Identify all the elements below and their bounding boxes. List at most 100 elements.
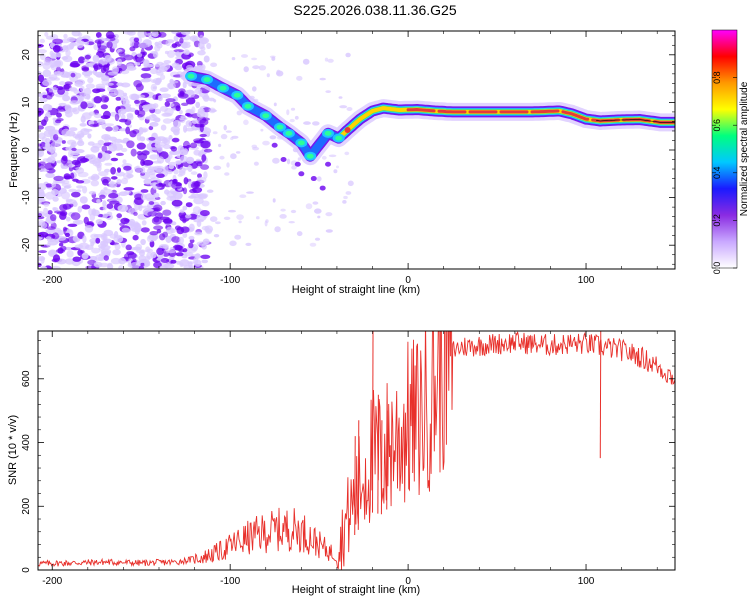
noise-blob [197, 108, 205, 114]
noise-blob [202, 94, 210, 102]
track-spot-core [262, 113, 270, 119]
noise-blob [213, 234, 220, 238]
noise-blob [76, 41, 84, 49]
noise-blob [116, 179, 122, 185]
noise-blob [165, 98, 176, 103]
noise-blob [139, 136, 146, 142]
noise-blob [118, 265, 124, 269]
noise-blob [230, 137, 234, 141]
noise-blob [58, 242, 64, 247]
spectrogram-ytick-label: -20 [21, 238, 32, 253]
noise-blob [84, 225, 94, 233]
spectrogram-ytick-label: 0 [21, 147, 32, 153]
noise-blob [38, 74, 45, 83]
noise-blob [84, 54, 91, 60]
noise-blob [96, 88, 106, 92]
noise-blob [185, 97, 196, 105]
noise-blob [44, 162, 55, 171]
noise-blob [150, 68, 158, 75]
noise-blob [101, 152, 111, 161]
noise-blob [156, 136, 167, 142]
noise-blob [175, 105, 181, 112]
noise-blob [38, 147, 43, 155]
noise-blob [112, 125, 119, 132]
noise-blob [94, 71, 106, 78]
noise-blob [69, 203, 74, 208]
noise-blob [60, 156, 68, 165]
noise-blob [175, 191, 183, 200]
noise-blob [101, 145, 108, 153]
noise-blob [137, 109, 146, 118]
noise-blob [312, 201, 319, 205]
noise-blob [53, 210, 63, 214]
noise-blob [286, 158, 291, 165]
noise-blob [202, 117, 210, 121]
noise-blob [113, 231, 119, 238]
noise-blob [310, 176, 317, 182]
noise-blob [186, 156, 195, 164]
noise-blob [71, 147, 77, 152]
noise-blob [106, 203, 114, 209]
noise-blob [189, 142, 198, 149]
noise-blob [68, 166, 74, 172]
noise-blob [76, 189, 82, 193]
noise-blob [55, 119, 62, 124]
noise-blob [252, 86, 257, 92]
noise-blob [57, 229, 64, 236]
noise-blob [199, 34, 204, 43]
noise-blob [325, 90, 332, 93]
noise-blob [65, 216, 71, 222]
spectrogram-noise [38, 31, 354, 269]
noise-blob [200, 164, 210, 170]
noise-blob [142, 159, 154, 166]
noise-blob [89, 160, 98, 165]
noise-blob [228, 209, 236, 213]
noise-blob [171, 137, 180, 143]
noise-blob [63, 175, 72, 180]
noise-blob [178, 236, 184, 245]
spectrogram-xtick-label: -100 [220, 275, 240, 286]
figure-title: S225.2026.038.11.36.G25 [293, 2, 456, 18]
noise-blob [260, 128, 264, 132]
noise-blob [38, 256, 46, 262]
noise-blob [81, 67, 90, 72]
noise-blob [38, 132, 46, 140]
noise-blob [126, 114, 134, 121]
noise-blob [123, 187, 135, 191]
noise-blob [38, 262, 42, 268]
noise-blob [342, 200, 347, 204]
noise-blob [153, 225, 164, 230]
noise-blob [87, 133, 92, 139]
spectrogram-xtick-label: -200 [42, 275, 62, 286]
noise-blob [51, 182, 57, 188]
noise-blob [194, 231, 203, 236]
noise-blob [201, 259, 208, 264]
noise-blob [52, 254, 61, 262]
noise-blob [93, 113, 102, 119]
noise-blob [89, 213, 96, 221]
track-spot-core [285, 130, 293, 136]
noise-blob [150, 83, 158, 92]
noise-blob [141, 220, 147, 226]
noise-blob [77, 171, 89, 178]
noise-blob [57, 87, 65, 95]
snr-spike [386, 410, 388, 510]
noise-blob [41, 265, 47, 269]
noise-blob [79, 123, 87, 127]
noise-blob [121, 227, 131, 233]
noise-blob [273, 102, 277, 107]
noise-blob [185, 112, 191, 117]
noise-blob [338, 96, 343, 99]
noise-blob [90, 180, 100, 187]
noise-blob [104, 162, 113, 166]
noise-blob [149, 231, 159, 236]
noise-blob [153, 192, 160, 198]
noise-blob [85, 265, 97, 269]
noise-blob [59, 204, 68, 212]
noise-blob [115, 171, 125, 177]
noise-blob [327, 58, 334, 63]
snr-spikes [354, 331, 602, 535]
track-spot-core [244, 103, 252, 109]
noise-blob [312, 121, 320, 126]
